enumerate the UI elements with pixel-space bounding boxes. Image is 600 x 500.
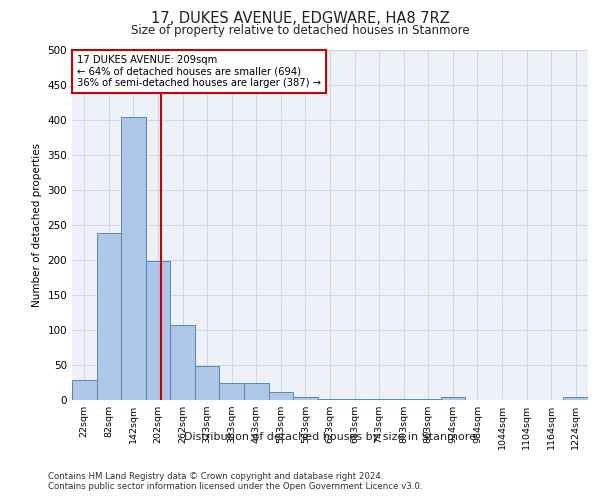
Bar — [244, 383, 269, 400]
Bar — [293, 396, 318, 400]
Bar — [72, 380, 97, 400]
Bar — [146, 262, 170, 400]
Text: 17 DUKES AVENUE: 209sqm
← 64% of detached houses are smaller (694)
36% of semi-d: 17 DUKES AVENUE: 209sqm ← 64% of detache… — [77, 56, 321, 88]
Bar — [269, 392, 293, 400]
Bar — [440, 396, 465, 400]
Text: Distribution of detached houses by size in Stanmore: Distribution of detached houses by size … — [184, 432, 476, 442]
Bar — [195, 366, 220, 400]
Bar — [170, 325, 195, 400]
Bar — [391, 398, 416, 400]
Text: 17, DUKES AVENUE, EDGWARE, HA8 7RZ: 17, DUKES AVENUE, EDGWARE, HA8 7RZ — [151, 11, 449, 26]
Y-axis label: Number of detached properties: Number of detached properties — [32, 143, 42, 307]
Text: Contains public sector information licensed under the Open Government Licence v3: Contains public sector information licen… — [48, 482, 422, 491]
Bar — [342, 398, 367, 400]
Text: Size of property relative to detached houses in Stanmore: Size of property relative to detached ho… — [131, 24, 469, 37]
Bar — [318, 398, 342, 400]
Text: Contains HM Land Registry data © Crown copyright and database right 2024.: Contains HM Land Registry data © Crown c… — [48, 472, 383, 481]
Bar — [97, 234, 121, 400]
Bar — [563, 396, 588, 400]
Bar — [121, 116, 146, 400]
Bar — [220, 383, 244, 400]
